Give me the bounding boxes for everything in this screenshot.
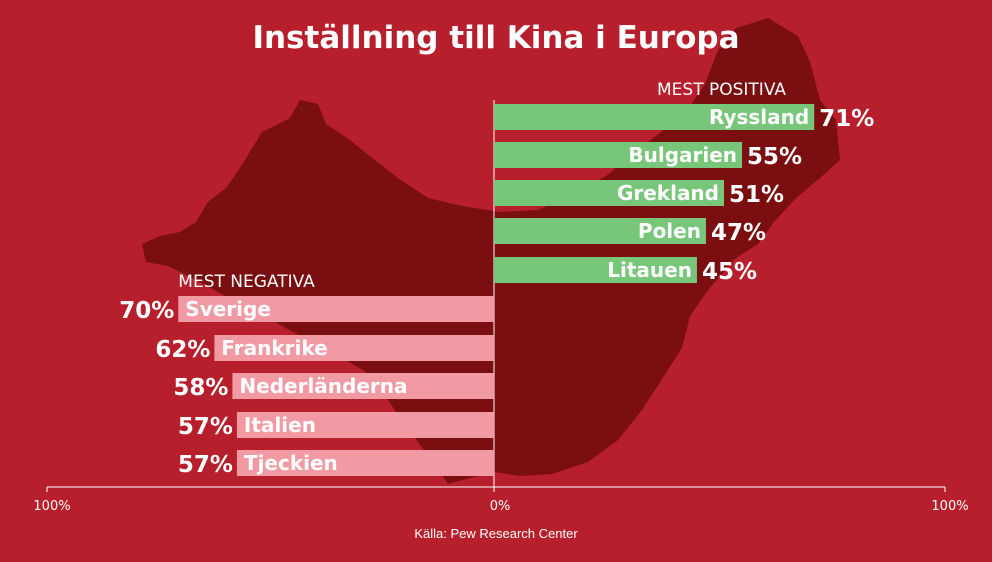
bar-category-label: Litauen [607,258,692,282]
bar-negative [178,296,495,322]
bar-positive [494,180,725,206]
bar-value-label: 45% [702,259,757,285]
bar-value-label: 57% [178,452,233,478]
bar-category-label: Bulgarien [628,143,737,167]
x-tick-label: 0% [490,499,511,514]
bar-value-label: 55% [747,144,802,170]
bar-negative [236,412,494,438]
bar-category-label: Ryssland [709,105,809,129]
bar-positive [494,104,815,130]
x-tick-label: 100% [931,499,968,514]
bar-negative [232,373,495,399]
bar-value-label: 71% [819,106,874,132]
group-label-positive: MEST POSITIVA [657,80,786,100]
bar-negative [236,450,494,476]
bar-negative [214,335,494,361]
bar-category-label: Grekland [617,181,719,205]
bar-value-label: 57% [178,414,233,440]
bar-value-label: 70% [119,298,174,324]
bar-category-label: Polen [638,219,701,243]
group-label-negative: MEST NEGATIVA [178,272,315,292]
source-note: Källa: Pew Research Center [414,526,578,541]
china-map-silhouette [142,18,840,484]
bar-positive [494,218,706,244]
bar-category-label: Sverige [185,297,271,321]
bar-value-label: 51% [729,182,784,208]
bar-category-label: Italien [244,413,316,437]
bar-category-label: Tjeckien [244,451,338,475]
bar-value-label: 58% [173,375,228,401]
bar-positive [494,142,743,168]
bar-category-label: Nederländerna [239,374,407,398]
bar-positive [494,257,697,283]
bar-value-label: 47% [711,220,766,246]
bar-category-label: Frankrike [221,336,327,360]
x-tick-label: 100% [33,499,70,514]
chart-title: Inställning till Kina i Europa [252,20,740,56]
bar-value-label: 62% [155,337,210,363]
